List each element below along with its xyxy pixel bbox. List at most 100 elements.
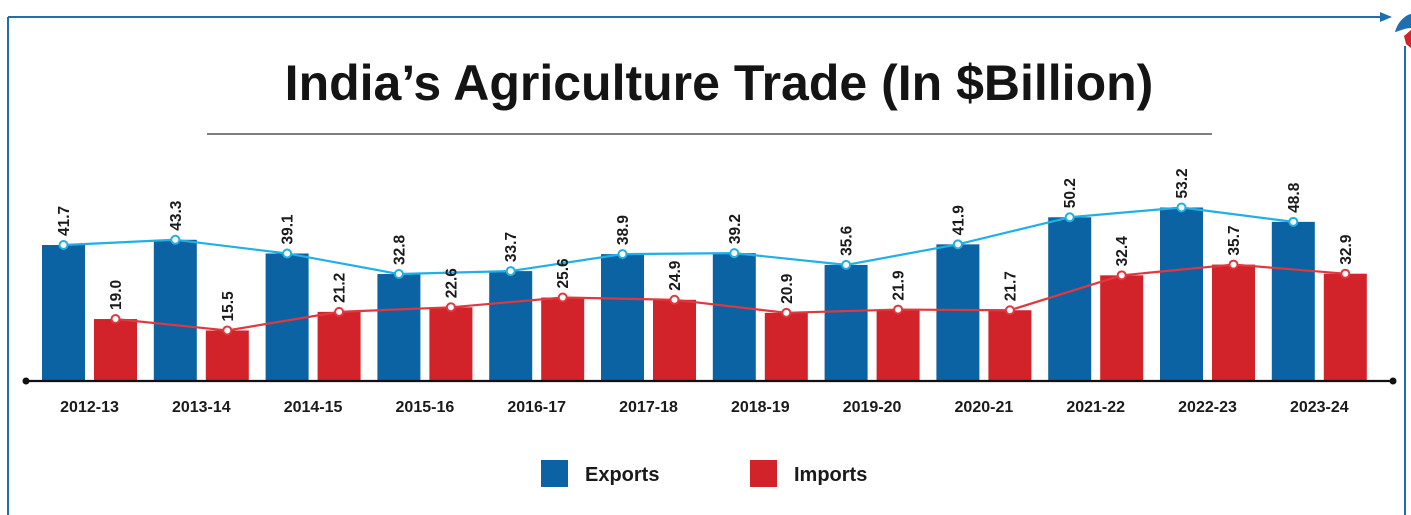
bar-exports-2019-20: [824, 264, 868, 381]
value-label-imports-2018-19: 20.9: [779, 273, 796, 304]
value-label-imports-2012-13: 19.0: [108, 280, 125, 310]
tick-label-2022-23: 2022-23: [1178, 399, 1237, 416]
bar-exports-2021-22: [1048, 217, 1092, 381]
bar-imports-2018-19: [764, 312, 808, 381]
x-axis-left-cap: [22, 377, 30, 385]
marker-exports-2020-21: [952, 239, 963, 250]
value-label-imports-2021-22: 32.4: [1114, 236, 1131, 267]
bar-imports-2020-21: [988, 310, 1032, 381]
marker-exports-2023-24: [1288, 216, 1299, 227]
marker-imports-2019-20: [893, 304, 904, 315]
bar-imports-2015-16: [429, 307, 473, 381]
legend-label-imports: Imports: [794, 464, 867, 486]
marker-exports-2022-23: [1176, 202, 1187, 213]
marker-exports-2013-14: [170, 234, 181, 245]
marker-exports-2017-18: [617, 249, 628, 260]
value-label-imports-2016-17: 25.6: [555, 258, 572, 289]
bar-imports-2022-23: [1212, 264, 1255, 381]
tick-label-2019-20: 2019-20: [843, 399, 902, 416]
x-axis: [22, 377, 1397, 385]
value-label-exports-2023-24: 48.8: [1286, 182, 1303, 213]
tick-label-2018-19: 2018-19: [731, 399, 790, 416]
legend: Exports Imports: [541, 460, 867, 487]
tick-label-2016-17: 2016-17: [507, 399, 566, 416]
x-axis-right-cap: [1389, 377, 1397, 385]
bar-imports-2019-20: [876, 309, 920, 381]
marker-imports-2017-18: [669, 294, 680, 305]
bar-exports-2012-13: [42, 245, 85, 381]
value-label-imports-2015-16: 22.6: [443, 268, 460, 299]
value-label-exports-2012-13: 41.7: [56, 206, 73, 236]
value-label-imports-2023-24: 32.9: [1338, 234, 1355, 265]
legend-item-exports: Exports: [541, 460, 659, 487]
bar-exports-2017-18: [601, 254, 644, 381]
tick-label-2013-14: 2013-14: [172, 399, 231, 416]
marker-imports-2022-23: [1228, 259, 1239, 270]
exports-trend-line: [63, 206, 1294, 276]
logo-mark: [1395, 14, 1411, 48]
marker-exports-2014-15: [282, 248, 293, 259]
value-label-exports-2017-18: 38.9: [615, 215, 632, 246]
marker-exports-2021-22: [1064, 212, 1075, 223]
bar-imports-2017-18: [653, 299, 696, 381]
legend-item-imports: Imports: [750, 460, 867, 487]
bar-exports-2015-16: [377, 274, 421, 381]
lines-layer: [63, 206, 1346, 332]
marker-imports-2020-21: [1004, 305, 1015, 316]
bar-exports-2018-19: [712, 253, 756, 381]
marker-imports-2016-17: [557, 292, 568, 303]
value-label-imports-2019-20: 21.9: [891, 270, 908, 301]
legend-swatch-imports: [750, 460, 777, 487]
value-label-imports-2020-21: 21.7: [1002, 271, 1019, 301]
tick-label-2023-24: 2023-24: [1290, 399, 1349, 416]
value-label-imports-2017-18: 24.9: [667, 260, 684, 291]
bar-imports-2016-17: [541, 297, 585, 381]
bar-imports-2023-24: [1323, 273, 1367, 381]
bar-imports-2013-14: [205, 330, 249, 381]
value-label-exports-2016-17: 33.7: [503, 232, 520, 262]
bar-imports-2021-22: [1100, 275, 1144, 381]
bar-exports-2022-23: [1160, 207, 1203, 381]
value-label-exports-2022-23: 53.2: [1174, 168, 1191, 198]
marker-imports-2014-15: [334, 306, 345, 317]
value-label-exports-2013-14: 43.3: [168, 200, 185, 231]
value-label-exports-2021-22: 50.2: [1062, 178, 1079, 208]
value-label-imports-2013-14: 15.5: [220, 291, 237, 322]
marker-exports-2016-17: [505, 266, 516, 277]
tick-label-2020-21: 2020-21: [955, 399, 1014, 416]
value-label-exports-2018-19: 39.2: [727, 214, 744, 244]
tick-label-2012-13: 2012-13: [60, 399, 119, 416]
bar-exports-2020-21: [936, 244, 980, 381]
marker-imports-2013-14: [222, 325, 233, 336]
bar-imports-2012-13: [94, 319, 137, 381]
value-labels-layer: 41.7 19.0 43.3 15.5 39.1 21.2 32.8 22.6 33.7 25.6…: [56, 168, 1355, 321]
value-label-imports-2014-15: 21.2: [332, 273, 349, 303]
marker-imports-2015-16: [445, 302, 456, 313]
value-label-exports-2020-21: 41.9: [950, 205, 967, 236]
chart-frame: [7, 12, 1411, 515]
tick-label-2015-16: 2015-16: [396, 399, 455, 416]
value-label-imports-2022-23: 35.7: [1226, 225, 1243, 255]
imports-trend-line: [115, 263, 1346, 332]
markers-layer: [58, 202, 1351, 336]
marker-imports-2012-13: [110, 314, 121, 325]
bar-exports-2023-24: [1271, 221, 1315, 381]
tick-label-2021-22: 2021-22: [1066, 399, 1125, 416]
marker-imports-2021-22: [1116, 270, 1127, 281]
bars-layer: [42, 207, 1367, 381]
tick-label-2014-15: 2014-15: [284, 399, 343, 416]
frame-arrowhead: [1380, 12, 1392, 22]
marker-exports-2018-19: [729, 248, 740, 259]
tick-label-2017-18: 2017-18: [619, 399, 678, 416]
value-label-exports-2014-15: 39.1: [280, 214, 297, 245]
marker-exports-2019-20: [841, 259, 852, 270]
tick-labels-layer: 2012-13 2013-14 2014-15 2015-16 2016-17 2017-…: [60, 399, 1349, 416]
bar-exports-2013-14: [153, 239, 197, 381]
bar-imports-2014-15: [317, 311, 361, 381]
marker-imports-2018-19: [781, 307, 792, 318]
chart-title: India’s Agriculture Trade (In $Billion): [285, 55, 1154, 111]
value-label-exports-2019-20: 35.6: [839, 225, 856, 256]
marker-imports-2023-24: [1340, 268, 1351, 279]
value-label-exports-2015-16: 32.8: [391, 234, 408, 265]
